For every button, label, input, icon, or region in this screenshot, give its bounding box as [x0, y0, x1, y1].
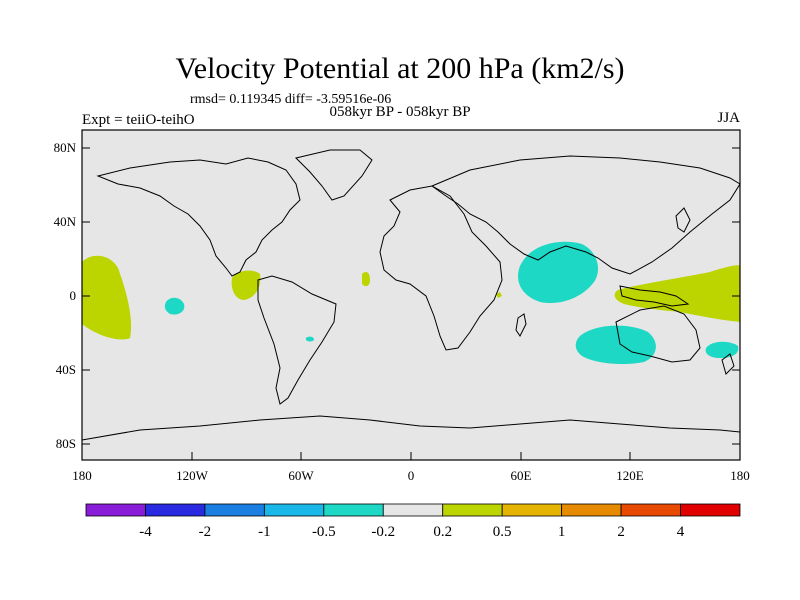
positive-anomaly-atlantic — [362, 272, 370, 287]
colorbar-swatch — [323, 503, 384, 517]
colorbar-label: -0.5 — [312, 524, 336, 540]
positive-anomaly-small — [496, 292, 502, 298]
colorbar-label: 0.2 — [433, 524, 452, 540]
colorbar-label: 0.5 — [493, 524, 512, 540]
colorbar-label: -0.2 — [371, 524, 395, 540]
colorbar-swatch — [680, 503, 741, 517]
colorbar-swatch — [85, 503, 146, 517]
lon-tick-labels: 180 120W 60W 0 60E 120E 180 — [72, 468, 750, 483]
colorbar-swatch — [204, 503, 265, 517]
lat-tick-labels: 80N 40N 0 40S 80S — [54, 140, 77, 451]
lon-label-60e: 60E — [511, 468, 532, 483]
negative-anomaly-south-indian — [575, 325, 656, 364]
colorbar-label: 2 — [617, 524, 625, 540]
lat-label-80n: 80N — [54, 140, 77, 155]
colorbar-swatch — [145, 503, 206, 517]
lon-label-60w: 60W — [288, 468, 314, 483]
lon-label-120w: 120W — [176, 468, 209, 483]
colorbar-label: -4 — [139, 524, 152, 540]
colorbar-swatch — [501, 503, 563, 517]
colorbar — [85, 503, 741, 517]
lon-label-180w: 180 — [72, 468, 92, 483]
season-label: JJA — [717, 110, 740, 126]
lat-label-40s: 40S — [56, 362, 76, 377]
colorbar-swatch — [561, 503, 622, 517]
lat-label-80s: 80S — [56, 436, 76, 451]
lon-label-120e: 120E — [616, 468, 644, 483]
positive-anomaly-central-america — [231, 270, 261, 300]
period-label: 058kyr BP - 058kyr BP — [329, 104, 471, 120]
lat-tick-marks — [82, 147, 740, 445]
anomaly-patches — [82, 241, 740, 364]
negative-anomaly-small — [306, 336, 314, 342]
colorbar-swatch — [382, 503, 444, 517]
coastlines — [81, 149, 741, 441]
colorbar-label: -1 — [258, 524, 271, 540]
colorbar-labels: -4 -2 -1 -0.5 -0.2 0.2 0.5 1 2 4 — [139, 524, 685, 540]
colorbar-swatch — [442, 503, 503, 517]
lon-label-0: 0 — [408, 468, 415, 483]
colorbar-label: 1 — [558, 524, 566, 540]
colorbar-swatch — [263, 503, 325, 517]
lat-label-0: 0 — [70, 288, 77, 303]
chart-title: Velocity Potential at 200 hPa (km2/s) — [175, 52, 625, 85]
lat-label-40n: 40N — [54, 214, 77, 229]
negative-anomaly-indian-ocean — [518, 241, 598, 304]
colorbar-label: 4 — [677, 524, 685, 540]
stats-label: rmsd= 0.119345 diff= -3.59516e-06 — [190, 92, 392, 107]
experiment-label: Expt = teiiO-teihO — [82, 112, 195, 128]
colorbar-label: -2 — [199, 524, 212, 540]
lon-tick-marks — [81, 452, 741, 460]
positive-anomaly-indo-pacific — [614, 265, 740, 322]
positive-anomaly-central-pacific — [82, 255, 132, 340]
colorbar-swatch — [620, 503, 681, 517]
negative-anomaly-east-pacific — [164, 297, 185, 315]
lon-label-180e: 180 — [730, 468, 750, 483]
